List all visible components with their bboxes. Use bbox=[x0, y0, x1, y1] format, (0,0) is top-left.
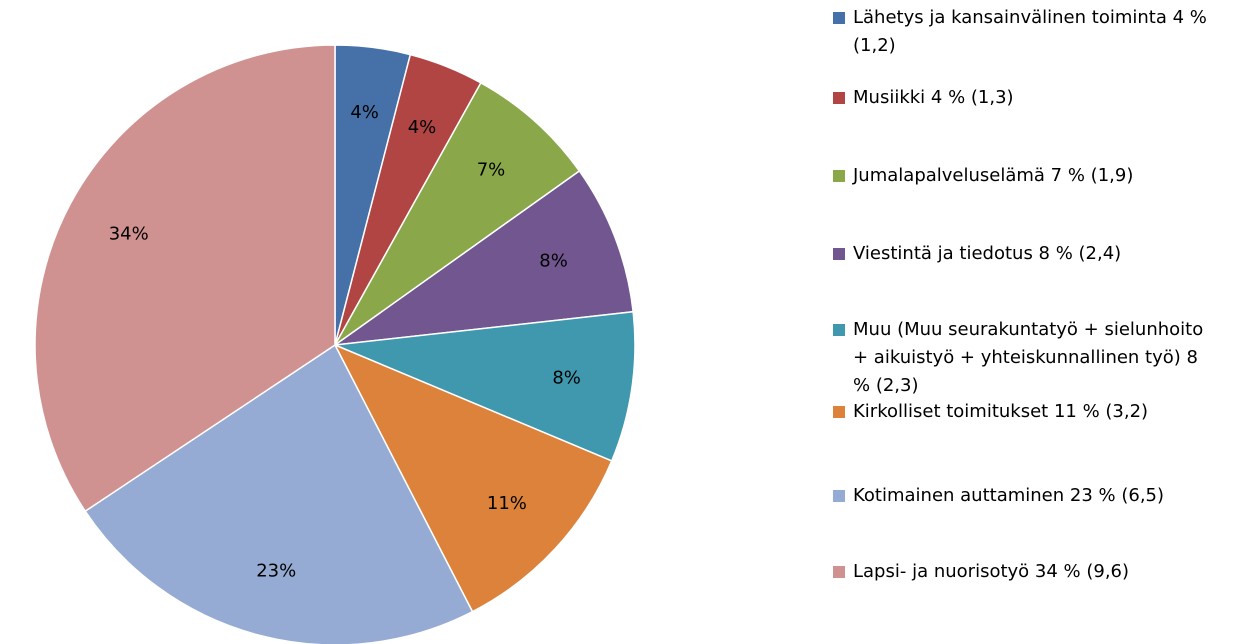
slice-label: 11% bbox=[487, 493, 527, 514]
legend-item: Musiikki 4 % (1,3) bbox=[833, 84, 1213, 112]
pie-slice bbox=[333, 343, 613, 613]
pie-slice bbox=[332, 310, 636, 462]
slice-label: 4% bbox=[408, 117, 437, 138]
legend-swatch bbox=[833, 406, 845, 418]
legend-item: Viestintä ja tiedotus 8 % (2,4) bbox=[833, 240, 1213, 268]
legend-label: Jumalapalveluselämä 7 % (1,9) bbox=[853, 165, 1134, 186]
legend-label: Viestintä ja tiedotus 8 % (2,4) bbox=[853, 243, 1122, 264]
legend-swatch bbox=[833, 92, 845, 104]
legend-label: Lähetys ja kansainvälinen toiminta 4 % (… bbox=[853, 7, 1207, 56]
pie-slice bbox=[34, 44, 336, 513]
pie-slice bbox=[334, 81, 581, 346]
legend-item: Kirkolliset toimitukset 11 % (3,2) bbox=[833, 398, 1213, 426]
slice-label: 34% bbox=[109, 223, 149, 244]
legend-swatch bbox=[833, 170, 845, 182]
legend-swatch bbox=[833, 324, 845, 336]
legend-label: Muu (Muu seurakuntatyö + sielunhoito + a… bbox=[853, 319, 1204, 396]
pie-slice bbox=[84, 343, 474, 644]
slice-label: 8% bbox=[539, 250, 568, 271]
slice-label: 7% bbox=[477, 160, 506, 181]
legend-item: Lähetys ja kansainvälinen toiminta 4 % (… bbox=[833, 4, 1213, 60]
legend-item: Jumalapalveluselämä 7 % (1,9) bbox=[833, 162, 1213, 190]
legend-item: Muu (Muu seurakuntatyö + sielunhoito + a… bbox=[833, 316, 1213, 400]
legend-label: Lapsi- ja nuorisotyö 34 % (9,6) bbox=[853, 561, 1130, 582]
legend-item: Kotimainen auttaminen 23 % (6,5) bbox=[833, 482, 1213, 510]
legend-item: Lapsi- ja nuorisotyö 34 % (9,6) bbox=[833, 558, 1213, 586]
slice-label: 23% bbox=[256, 561, 296, 582]
legend-swatch bbox=[833, 12, 845, 24]
legend-label: Kotimainen auttaminen 23 % (6,5) bbox=[853, 485, 1165, 506]
pie-slice bbox=[332, 169, 634, 347]
slice-label: 8% bbox=[552, 367, 581, 388]
legend-swatch bbox=[833, 566, 845, 578]
slice-label: 4% bbox=[350, 102, 379, 123]
legend-swatch bbox=[833, 248, 845, 260]
legend-swatch bbox=[833, 490, 845, 502]
legend-label: Kirkolliset toimitukset 11 % (3,2) bbox=[853, 401, 1149, 422]
legend-label: Musiikki 4 % (1,3) bbox=[853, 87, 1014, 108]
pie-chart: 4% 4% 7% 8% 8% 11% 23% 34% bbox=[34, 44, 636, 644]
